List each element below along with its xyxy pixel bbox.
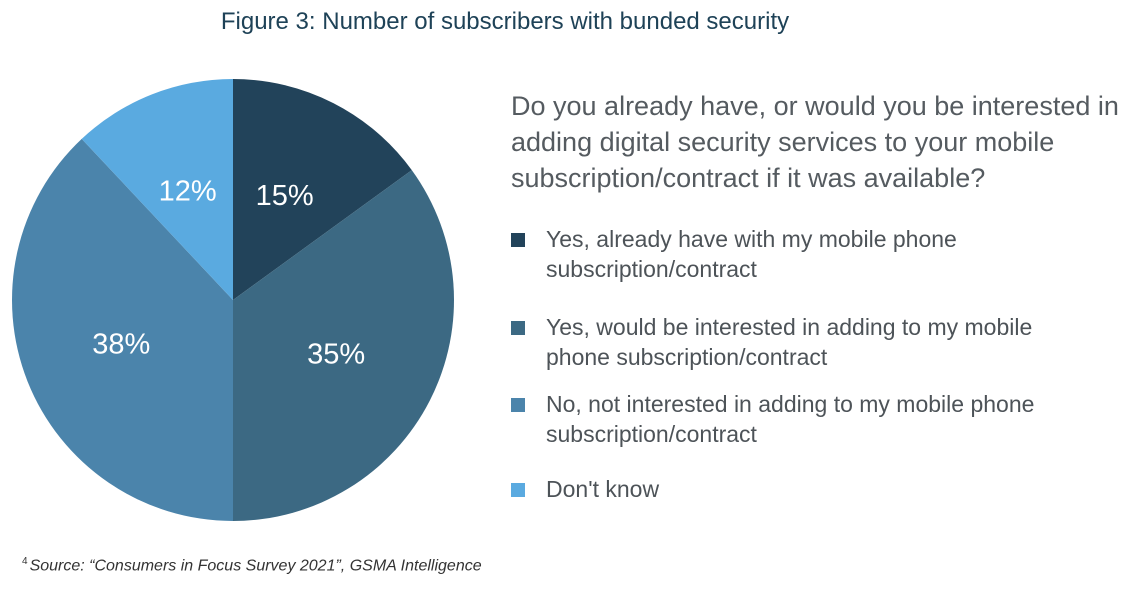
legend-label: No, not interested in adding to my mobil… — [546, 391, 1035, 447]
legend-swatch — [511, 233, 525, 247]
survey-question: Do you already have, or would you be int… — [511, 91, 1119, 193]
pie-slice-2-no-not-interested-in-adding-to — [12, 138, 233, 521]
legend-swatch — [511, 483, 525, 497]
slice-percent-label: 12% — [159, 175, 217, 207]
legend-swatch — [511, 398, 525, 412]
legend-label: Don't know — [546, 476, 660, 502]
pie-slice-0-yes-already-have-with-my-mobil — [233, 79, 412, 300]
slice-percent-label: 15% — [256, 180, 314, 212]
slice-percent-label: 35% — [307, 339, 365, 371]
legend-label: Yes, would be interested in adding to my… — [546, 314, 1033, 370]
chart-title: Figure 3: Number of subscribers with bun… — [220, 8, 790, 35]
footnote-marker: 4 — [22, 556, 28, 567]
legend-item-dont-know: Don't know — [511, 474, 1071, 504]
legend-swatch — [511, 321, 525, 335]
legend-label: Yes, already have with my mobile phone s… — [546, 226, 957, 282]
source-note: 4 Source: “Consumers in Focus Survey 2021… — [22, 556, 482, 575]
pie-slice-1-yes-would-be-interested-in-add — [233, 170, 454, 521]
legend-item-interested: Yes, would be interested in adding to my… — [511, 312, 1071, 372]
pie-slice-3-don-t-know — [81, 79, 233, 300]
legend-item-not-interested: No, not interested in adding to my mobil… — [511, 389, 1071, 449]
source-text: Source: “Consumers in Focus Survey 2021”… — [29, 557, 482, 575]
slice-percent-label: 38% — [92, 328, 150, 360]
pie-chart: 15% 35% 38% 12% — [12, 79, 454, 521]
legend-item-already-have: Yes, already have with my mobile phone s… — [511, 224, 1071, 284]
